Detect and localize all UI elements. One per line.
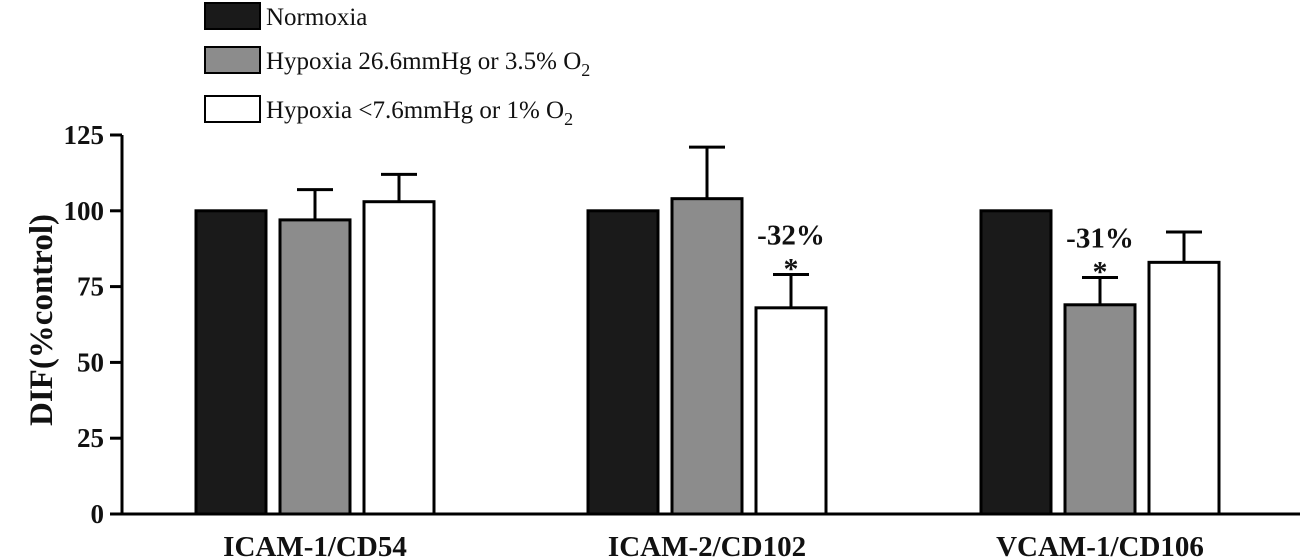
bar-vcam-1-cd106-series-1 — [979, 209, 1053, 516]
category-label-icam-1-cd54: ICAM-1/CD54 — [223, 531, 407, 559]
legend-label-hypoxia-35-main: Hypoxia 26.6mmHg or 3.5% O — [266, 48, 581, 75]
bar-icam-1-cd54-series-2 — [278, 218, 352, 516]
significance-star-2: * — [1093, 256, 1108, 289]
bar-icam-2-cd102-series-2 — [670, 197, 744, 516]
y-tick-label-25: 25 — [77, 423, 104, 453]
legend-label-hypoxia-35-subscript: 2 — [581, 60, 590, 80]
legend-label-normoxia: Normoxia — [266, 4, 367, 31]
legend-label-hypoxia-1-subscript: 2 — [564, 109, 573, 129]
legend-swatch-normoxia — [204, 2, 261, 30]
y-tick-label-125: 125 — [64, 120, 105, 150]
legend-swatch-hypoxia-1 — [204, 95, 261, 123]
legend-item-hypoxia-1: Hypoxia <7.6mmHg or 1% O2 — [204, 95, 573, 129]
annotations: *-32%*-31% — [757, 219, 1134, 288]
legend-swatch-hypoxia-35 — [204, 46, 261, 74]
y-tick-label-100: 100 — [64, 196, 105, 226]
y-tick-label-0: 0 — [91, 499, 105, 529]
bar-vcam-1-cd106-series-3 — [1147, 260, 1221, 516]
y-axis-label: DIF(%control) — [24, 214, 60, 426]
bar-icam-1-cd54-series-3 — [362, 200, 436, 516]
category-label-vcam-1-cd106: VCAM-1/CD106 — [996, 531, 1204, 559]
bar-icam-2-cd102-series-3 — [754, 306, 828, 516]
y-tick-label-75: 75 — [77, 272, 104, 302]
legend-label-hypoxia-35: Hypoxia 26.6mmHg or 3.5% O2 — [266, 48, 590, 80]
category-label-icam-2-cd102: ICAM-2/CD102 — [608, 531, 806, 559]
significance-star-1: * — [784, 252, 799, 285]
bar-icam-2-cd102-series-1 — [586, 209, 660, 516]
legend-label-hypoxia-1: Hypoxia <7.6mmHg or 1% O2 — [266, 97, 573, 129]
y-tick-label-50: 50 — [77, 347, 104, 377]
bar-vcam-1-cd106-series-2 — [1063, 303, 1137, 516]
legend-item-hypoxia-35: Hypoxia 26.6mmHg or 3.5% O2 — [204, 46, 590, 80]
legend: Normoxia Hypoxia 26.6mmHg or 3.5% O2 Hyp… — [204, 2, 590, 129]
legend-label-hypoxia-1-main: Hypoxia <7.6mmHg or 1% O — [266, 97, 564, 124]
category-labels: ICAM-1/CD54 ICAM-2/CD102 VCAM-1/CD106 — [223, 531, 1204, 559]
bar-icam-1-cd54-series-1 — [194, 209, 268, 516]
legend-item-normoxia: Normoxia — [204, 2, 367, 31]
percent-change-label-2: -31% — [1066, 223, 1134, 255]
percent-change-label-1: -32% — [757, 219, 825, 251]
bars — [194, 145, 1221, 516]
y-ticks: 0 25 50 75 100 125 — [64, 120, 122, 529]
